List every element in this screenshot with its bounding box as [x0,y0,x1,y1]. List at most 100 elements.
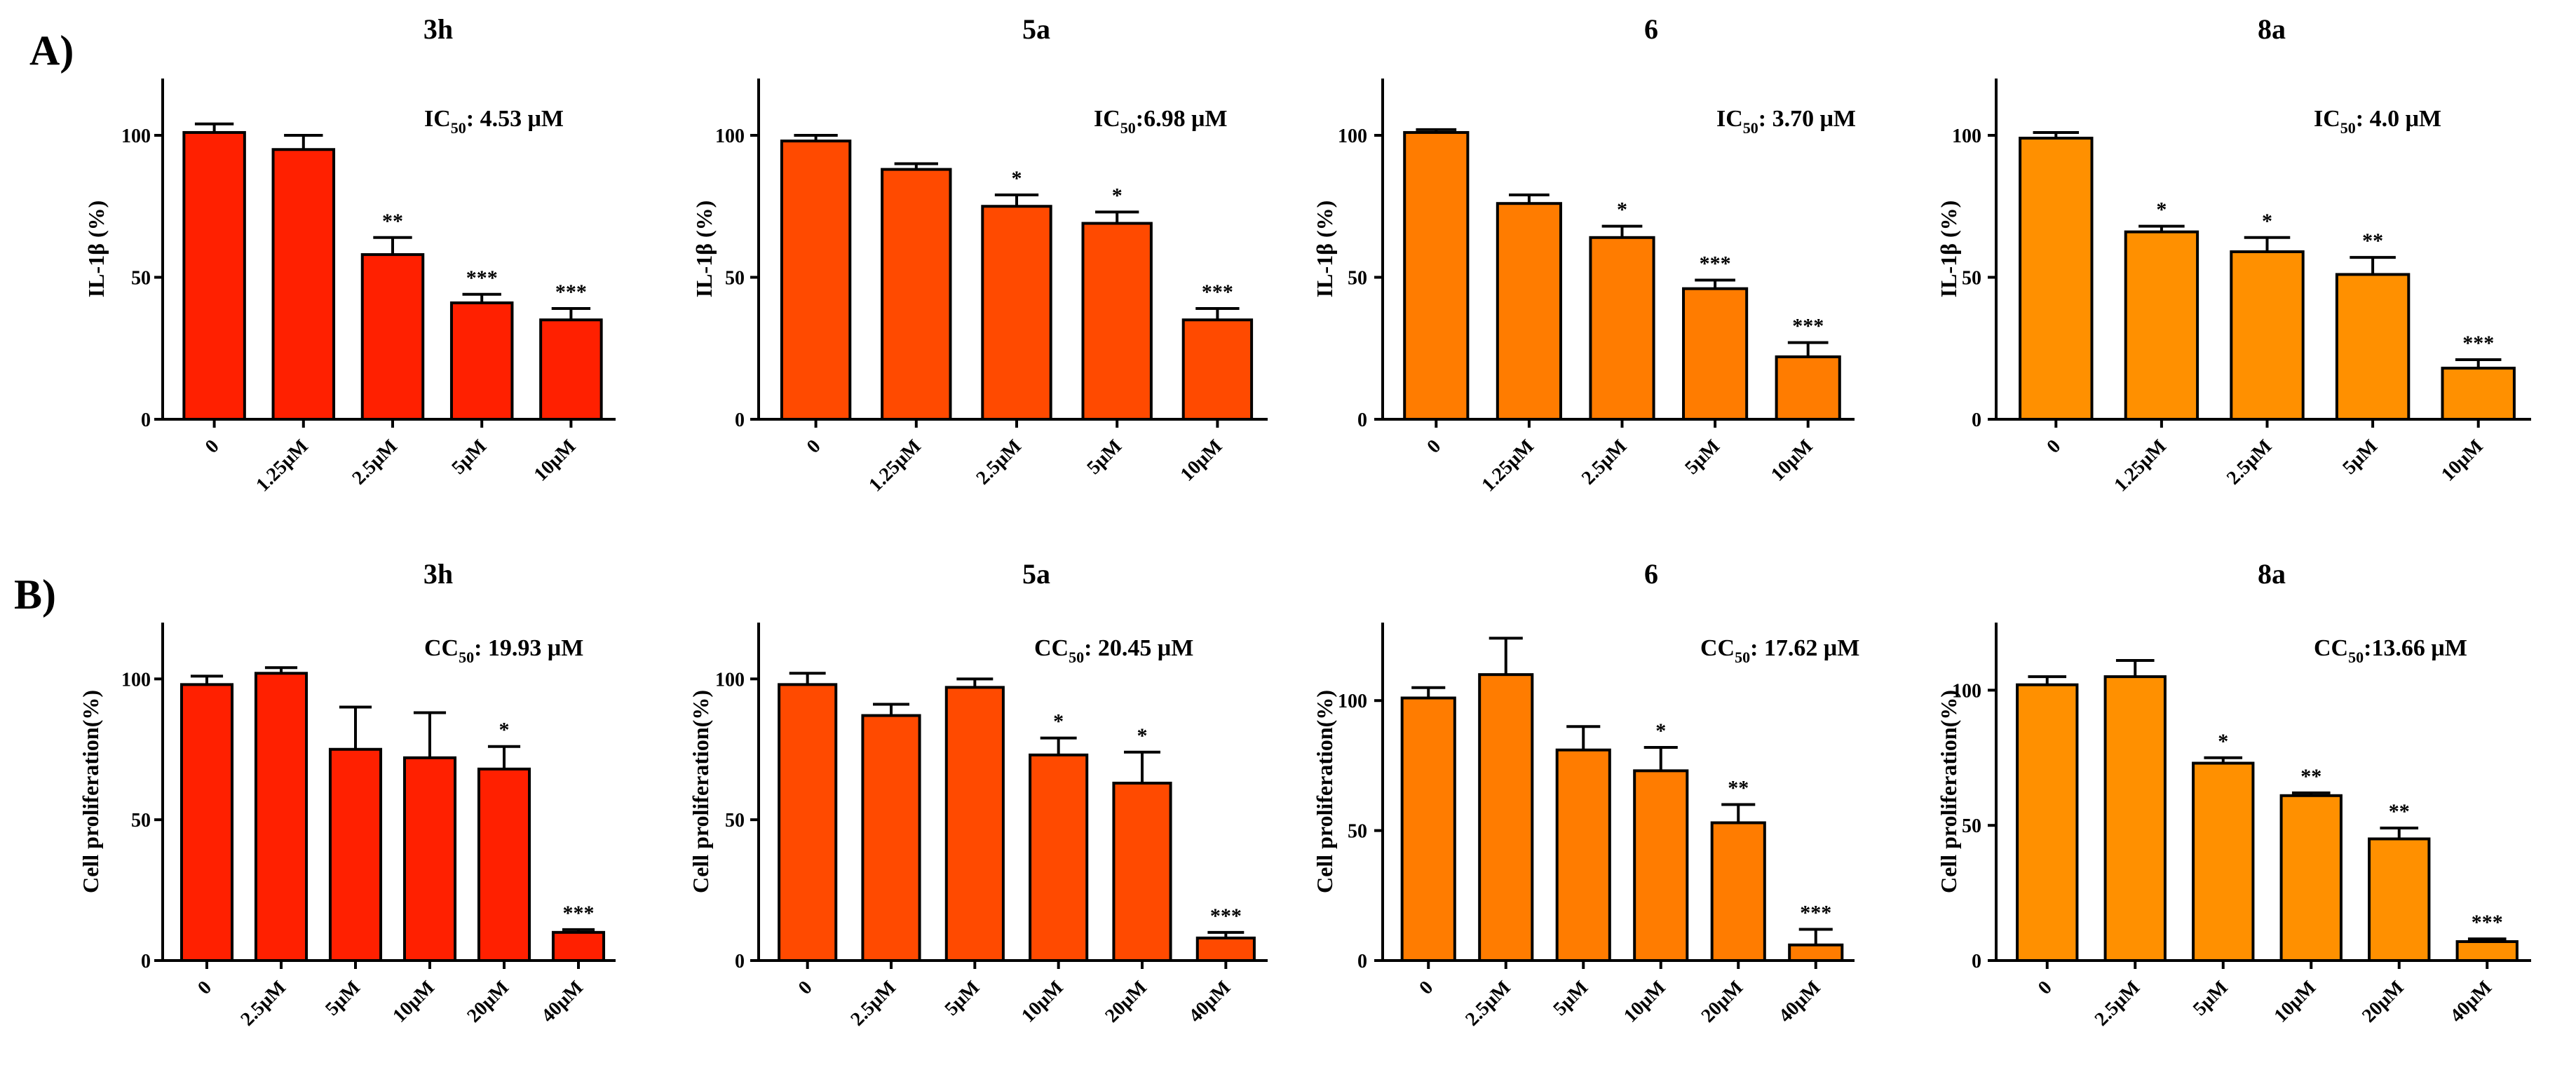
bar [881,168,952,421]
bar [2124,230,2199,421]
x-tick-label: 2.5μM [1461,977,1515,1031]
x-tick-label: 40μM [537,977,588,1027]
x-tick-label: 2.5μM [846,977,900,1031]
bar [2368,837,2431,962]
stat-label: IC [1716,106,1743,132]
x-tick-label: 20μM [2358,977,2408,1027]
y-tick-label: 0 [141,951,151,972]
y-tick-label: 50 [725,810,745,832]
stat-subscript: 50 [1120,119,1136,137]
x-tick-label: 0 [1415,977,1437,999]
x-tick-label: 2.5μM [348,435,402,489]
stat-value: : 4.0 μM [2356,106,2441,132]
x-tick-label: 10μM [2270,977,2321,1027]
bar [1775,355,1841,421]
stat-subscript: 50 [2348,649,2364,666]
y-tick-label: 0 [1972,951,1981,972]
x-tick-label: 0 [1423,435,1445,458]
stat-label: IC [424,106,451,132]
x-tick-label: 20μM [1697,977,1748,1027]
bar [2019,137,2094,421]
bar [1555,748,1611,962]
x-tick-label: 0 [194,977,216,999]
bar [402,756,457,963]
stat-annotation: IC50:6.98 μM [1094,106,1227,137]
x-tick-label: 10μM [1767,435,1817,486]
y-axis-label: IL-1β (%) [83,201,109,298]
x-tick-label: 5μM [2338,435,2382,479]
y-tick-label: 100 [1338,126,1367,147]
y-tick-label: 100 [1952,680,1981,702]
panel-title: 8a [2258,13,2286,45]
y-tick-label: 50 [1348,821,1367,843]
bar [551,930,606,963]
x-tick-label: 0 [794,977,817,999]
x-tick-label: 40μM [1185,977,1235,1027]
x-tick-label: 10μM [1177,435,1227,486]
significance-marker: ** [1728,777,1749,800]
bar [2192,761,2255,962]
x-tick-label: 10μM [530,435,581,486]
stat-value: : 4.53 μM [466,106,564,132]
bar [981,205,1052,421]
x-tick-label: 5μM [1549,977,1592,1020]
stat-subscript: 50 [2340,119,2356,137]
x-tick-label: 5μM [2189,977,2232,1020]
significance-marker: *** [2472,911,2503,934]
stat-label: CC [1034,635,1069,661]
bar [1400,696,1456,962]
panel-title: 3h [423,13,453,45]
y-tick-label: 0 [735,409,745,431]
significance-marker: *** [563,902,595,925]
y-axis-label: Cell proliferation(%) [1936,690,1961,893]
x-tick-label: 2.5μM [1578,435,1632,489]
x-tick-label: 10μM [2437,435,2488,486]
significance-marker: * [1617,198,1627,222]
bar [1589,236,1655,421]
bar [778,683,838,962]
bar [360,253,425,421]
significance-marker: *** [1700,252,1731,276]
y-tick-label: 0 [735,951,745,972]
section-a-label: A) [29,27,74,74]
stat-annotation: IC50: 4.53 μM [424,106,564,137]
bar [944,686,1005,963]
stat-annotation: CC50: 17.62 μM [1700,635,1859,666]
y-axis-label: IL-1β (%) [1936,201,1961,298]
x-tick-label: 5μM [1681,435,1724,479]
x-tick-label: 10μM [1620,977,1670,1027]
x-tick-label: 20μM [463,977,513,1027]
bar [2455,940,2519,963]
y-tick-label: 50 [725,268,745,290]
bar [1710,821,1766,962]
y-tick-label: 50 [1348,268,1367,290]
x-tick-label: 1.25μM [1477,435,1538,496]
significance-marker: * [1112,184,1123,207]
bar [2016,683,2079,962]
section-b-label: B) [14,571,56,618]
y-axis-label: Cell proliferation(%) [1312,690,1337,893]
x-tick-label: 0 [201,435,224,458]
x-tick-label: 5μM [1083,435,1126,479]
stat-annotation: IC50: 4.0 μM [2314,106,2441,137]
x-tick-label: 20μM [1101,977,1151,1027]
stat-label: CC [424,635,459,661]
bar [1181,318,1254,421]
x-tick-label: 2.5μM [972,435,1026,489]
y-tick-label: 50 [1962,815,1981,837]
y-tick-label: 100 [121,126,151,147]
stat-subscript: 50 [451,119,466,137]
significance-marker: * [1012,167,1022,190]
bar [328,747,383,962]
panel-title: 5a [1022,13,1050,45]
bar [1682,287,1749,421]
x-tick-label: 2.5μM [2223,435,2277,489]
bar [2335,273,2411,421]
stat-value: :13.66 μM [2364,635,2467,661]
stat-label: IC [1094,106,1120,132]
